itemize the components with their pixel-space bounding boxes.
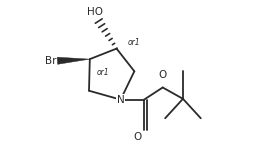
Text: N: N	[117, 95, 125, 105]
Text: or1: or1	[96, 68, 109, 77]
Text: Br: Br	[45, 56, 57, 66]
Text: or1: or1	[128, 38, 140, 47]
Text: HO: HO	[88, 7, 104, 17]
Text: O: O	[159, 70, 167, 80]
Polygon shape	[57, 57, 90, 64]
Text: O: O	[134, 132, 142, 142]
